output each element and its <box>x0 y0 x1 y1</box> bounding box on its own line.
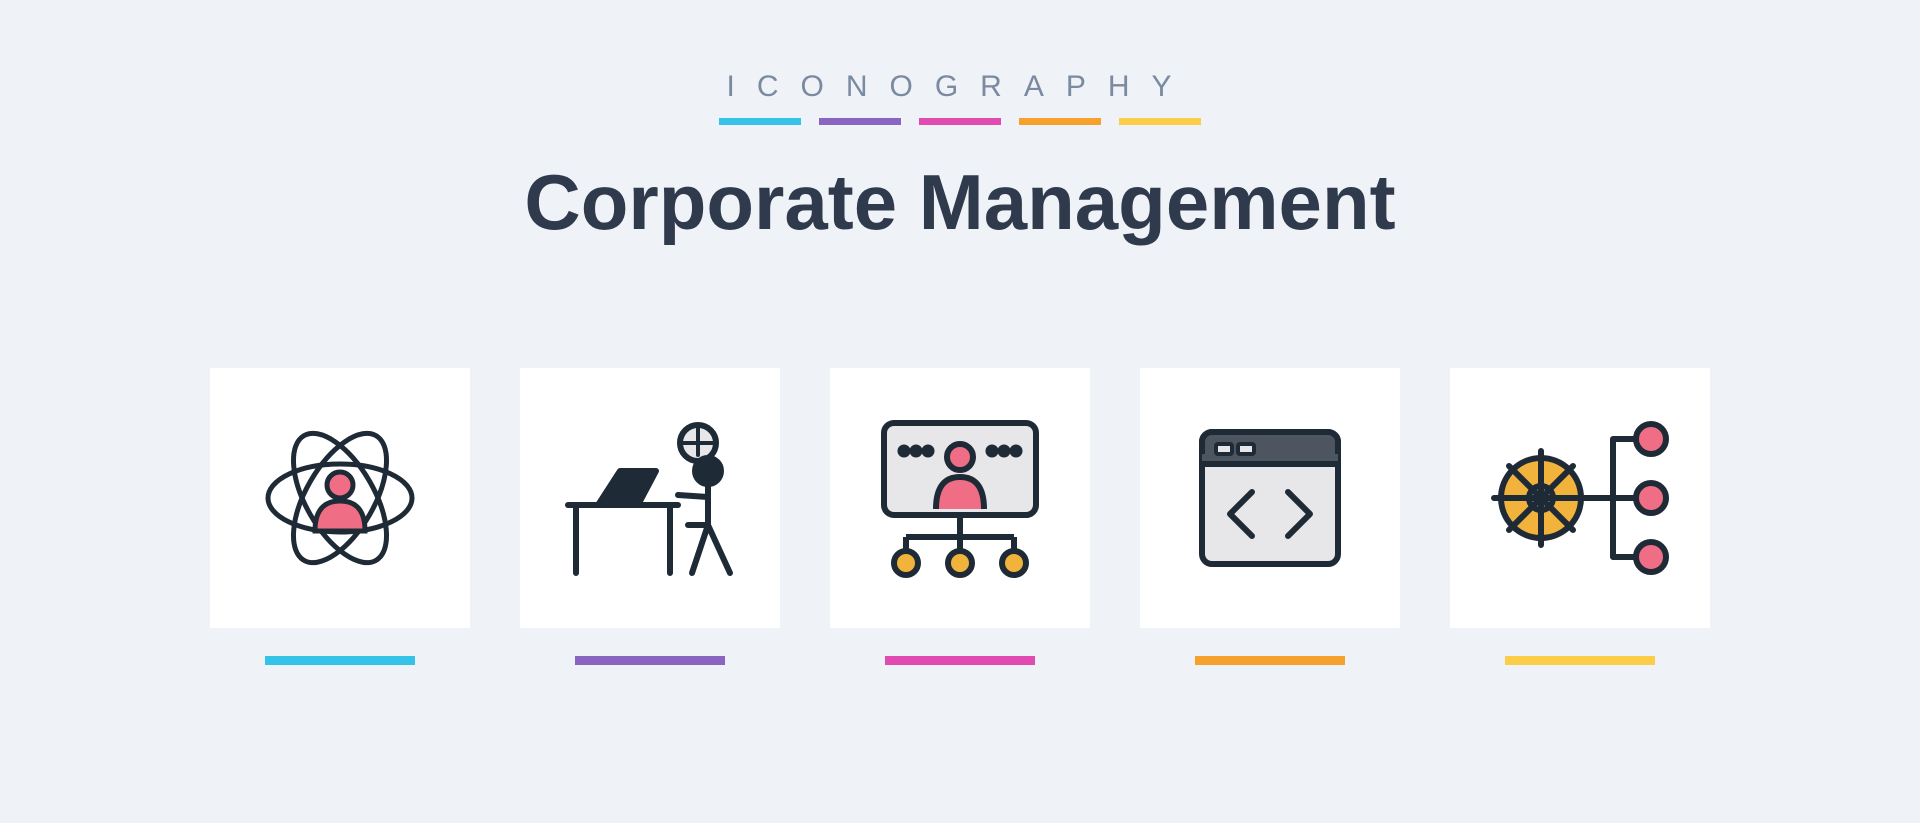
stripe-magenta <box>919 118 1001 125</box>
icon-card-3 <box>830 368 1090 665</box>
icon-tile-1 <box>210 368 470 628</box>
accent-bar-2 <box>575 656 725 665</box>
stripe-yellow <box>1119 118 1201 125</box>
working-at-desk-icon <box>560 413 740 583</box>
accent-bar-3 <box>885 656 1035 665</box>
icon-card-5 <box>1450 368 1710 665</box>
code-window-icon <box>1190 418 1350 578</box>
brand-label: ICONOGRAPHY <box>726 70 1193 104</box>
pack-title: Corporate Management <box>524 157 1395 248</box>
icon-tile-2 <box>520 368 780 628</box>
accent-bar-4 <box>1195 656 1345 665</box>
icon-tile-4 <box>1140 368 1400 628</box>
accent-bar-5 <box>1505 656 1655 665</box>
icon-card-1 <box>210 368 470 665</box>
accent-bar-1 <box>265 656 415 665</box>
stripe-orange <box>1019 118 1101 125</box>
stripe-blue <box>719 118 801 125</box>
icon-tile-3 <box>830 368 1090 628</box>
atom-person-icon <box>255 413 425 583</box>
brand-stripes <box>719 118 1201 125</box>
presentation-org-icon <box>870 413 1050 583</box>
icon-card-4 <box>1140 368 1400 665</box>
icon-tile-5 <box>1450 368 1710 628</box>
icon-card-2 <box>520 368 780 665</box>
wheel-nodes-icon <box>1485 413 1675 583</box>
stripe-purple <box>819 118 901 125</box>
icon-row <box>210 368 1710 665</box>
